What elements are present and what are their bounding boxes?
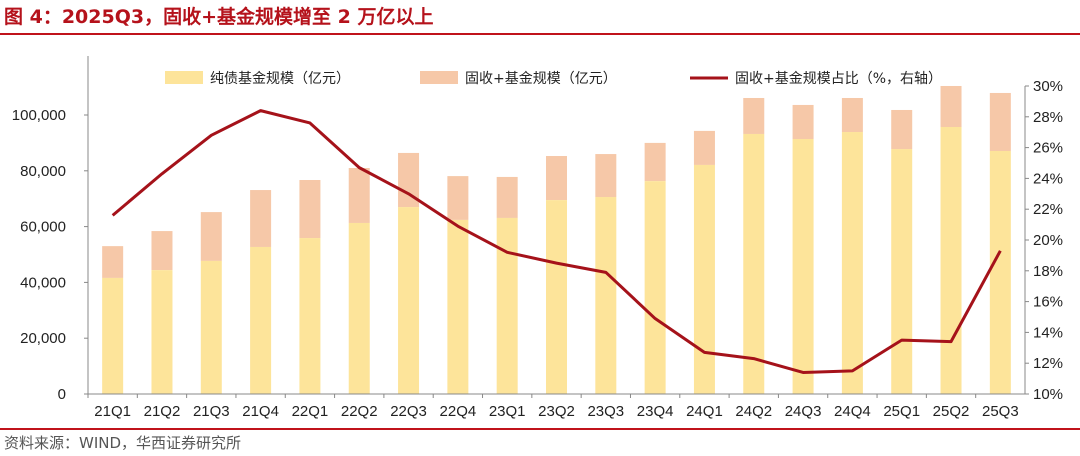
right-tick-label: 24% <box>1033 170 1063 187</box>
source-note: 资料来源：WIND，华西证券研究所 <box>4 434 242 452</box>
x-tick-label: 23Q3 <box>587 403 624 420</box>
bar-fixed-income-plus <box>595 154 617 198</box>
bar-pure-bond <box>102 277 124 394</box>
bar-pure-bond <box>743 133 765 395</box>
bar-pure-bond <box>496 217 518 394</box>
x-tick-label: 25Q3 <box>982 403 1019 420</box>
x-tick-label: 21Q3 <box>193 403 230 420</box>
right-tick-label: 12% <box>1033 355 1063 372</box>
right-tick-label: 28% <box>1033 109 1063 126</box>
x-tick-label: 23Q2 <box>538 403 575 420</box>
right-tick-label: 16% <box>1033 294 1063 311</box>
x-tick-label: 25Q2 <box>933 403 970 420</box>
bar-fixed-income-plus <box>447 176 469 220</box>
left-tick-label: 20,000 <box>20 330 66 347</box>
bar-pure-bond <box>644 181 666 394</box>
bar-fixed-income-plus <box>250 190 272 247</box>
right-tick-label: 10% <box>1033 386 1063 403</box>
bar-fixed-income-plus <box>792 104 814 139</box>
legend-label-0: 纯债基金规模（亿元） <box>210 70 350 87</box>
bar-pure-bond <box>151 270 173 394</box>
bar-fixed-income-plus <box>299 180 321 239</box>
x-tick-label: 24Q1 <box>686 403 723 420</box>
figure-title: 图 4：2025Q3，固收+基金规模增至 2 万亿以上 <box>4 6 434 28</box>
x-tick-label: 22Q3 <box>390 403 427 420</box>
bar-fixed-income-plus <box>693 130 715 165</box>
x-tick-label: 22Q2 <box>341 403 378 420</box>
bar-fixed-income-plus <box>841 97 863 133</box>
x-tick-label: 24Q2 <box>735 403 772 420</box>
bar-fixed-income-plus <box>151 231 173 271</box>
bar-pure-bond <box>595 197 617 394</box>
bar-pure-bond <box>348 222 370 394</box>
bar-pure-bond <box>299 238 321 394</box>
title-divider <box>0 33 1080 35</box>
x-tick-label: 22Q1 <box>292 403 329 420</box>
right-tick-label: 30% <box>1033 78 1063 95</box>
bar-pure-bond <box>841 132 863 395</box>
bar-pure-bond <box>792 138 814 394</box>
bar-fixed-income-plus <box>940 85 962 127</box>
legend-swatch-1 <box>420 71 458 84</box>
x-tick-label: 23Q4 <box>637 403 674 420</box>
source-divider <box>0 428 1080 430</box>
bar-fixed-income-plus <box>891 109 913 150</box>
x-tick-label: 21Q4 <box>242 403 279 420</box>
left-tick-label: 40,000 <box>20 274 66 291</box>
bar-fixed-income-plus <box>348 168 370 223</box>
bar-pure-bond <box>940 126 962 394</box>
right-tick-label: 20% <box>1033 232 1063 249</box>
bar-pure-bond <box>250 246 272 394</box>
left-tick-label: 0 <box>58 386 66 403</box>
right-tick-label: 26% <box>1033 140 1063 157</box>
bar-pure-bond <box>989 150 1011 394</box>
left-tick-label: 100,000 <box>12 107 66 124</box>
bar-pure-bond <box>693 164 715 394</box>
bar-pure-bond <box>546 200 567 394</box>
bar-fixed-income-plus <box>496 176 518 218</box>
legend-label-2: 固收+基金规模占比（%，右轴） <box>735 70 942 87</box>
x-tick-label: 23Q1 <box>489 403 526 420</box>
bar-pure-bond <box>891 149 913 394</box>
legend-label-1: 固收+基金规模（亿元） <box>465 70 617 87</box>
bar-fixed-income-plus <box>989 92 1011 151</box>
x-tick-label: 21Q1 <box>94 403 131 420</box>
bar-fixed-income-plus <box>644 142 666 182</box>
left-tick-label: 60,000 <box>20 219 66 236</box>
right-tick-label: 18% <box>1033 263 1063 280</box>
right-tick-label: 14% <box>1033 324 1063 341</box>
x-tick-label: 25Q1 <box>883 403 920 420</box>
bar-pure-bond <box>398 207 420 394</box>
bar-fixed-income-plus <box>546 156 567 201</box>
x-tick-label: 22Q4 <box>440 403 477 420</box>
bar-pure-bond <box>200 260 222 394</box>
x-tick-label: 21Q2 <box>144 403 181 420</box>
left-tick-label: 80,000 <box>20 163 66 180</box>
right-tick-label: 22% <box>1033 201 1063 218</box>
bar-fixed-income-plus <box>200 212 222 261</box>
x-tick-label: 24Q4 <box>834 403 871 420</box>
bar-pure-bond <box>447 219 469 394</box>
bar-fixed-income-plus <box>743 97 765 134</box>
bar-fixed-income-plus <box>398 152 420 208</box>
legend-swatch-0 <box>165 71 203 84</box>
x-tick-label: 24Q3 <box>785 403 822 420</box>
bar-fixed-income-plus <box>102 246 124 278</box>
